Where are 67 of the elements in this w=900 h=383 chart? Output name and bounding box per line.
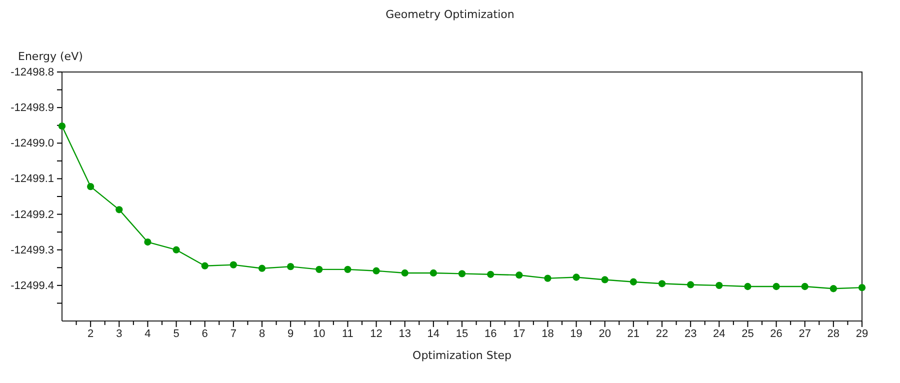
x-tick-label: 16 (484, 328, 497, 340)
x-tick-label: 15 (456, 328, 468, 340)
x-tick-label: 6 (202, 328, 208, 340)
x-tick-label: 21 (627, 328, 640, 340)
x-tick-label: 24 (713, 328, 726, 340)
x-axis-title: Optimization Step (412, 349, 512, 362)
point (316, 266, 323, 273)
point (344, 266, 352, 273)
y-tick-label: -12498.9 (10, 102, 54, 114)
x-tick-label: 10 (313, 328, 326, 340)
point (116, 206, 123, 214)
x-tick-label: 9 (288, 328, 294, 340)
point (772, 282, 780, 290)
point (716, 282, 723, 289)
point (401, 269, 408, 277)
point (430, 269, 437, 277)
x-tick-label: 28 (827, 328, 840, 340)
x-tick-label: 13 (398, 328, 411, 340)
x-tick-label: 23 (684, 328, 697, 340)
x-tick-label: 2 (88, 328, 94, 340)
y-tick-label: -12499.3 (10, 244, 54, 256)
point (601, 276, 608, 284)
chart-title: Geometry Optimization (386, 8, 514, 21)
x-tick-label: 26 (770, 328, 782, 340)
x-tick-label: 12 (370, 328, 382, 340)
point (144, 238, 152, 246)
point (201, 262, 208, 270)
point (858, 284, 866, 292)
y-tick-label: -12499.4 (10, 280, 54, 292)
point (830, 285, 837, 292)
x-tick-label: 5 (173, 328, 180, 340)
point (658, 280, 666, 288)
x-tick-label: 8 (258, 328, 266, 340)
point (258, 264, 266, 272)
point (287, 263, 294, 270)
point (544, 274, 552, 282)
point (372, 267, 380, 274)
y-axis-title: Energy (eV) (18, 50, 83, 63)
point (230, 261, 237, 268)
point (516, 272, 523, 279)
y-tick-label: -12499.0 (10, 138, 54, 150)
x-tick-label: 7 (230, 328, 236, 340)
y-tick-label: -12499.1 (10, 173, 54, 186)
point (172, 246, 180, 254)
x-tick-label: 27 (798, 328, 811, 340)
x-tick-label: 18 (542, 328, 554, 340)
y-tick-label: -12499.2 (10, 208, 54, 221)
point (801, 282, 808, 290)
point (87, 182, 94, 190)
point (58, 122, 66, 130)
y-tick-label: -12498.8 (10, 66, 54, 79)
x-tick-label: 11 (342, 328, 354, 340)
x-tick-label: 14 (427, 328, 440, 340)
x-tick-label: 3 (116, 328, 122, 340)
point (487, 270, 494, 278)
x-tick-label: 19 (570, 328, 582, 340)
point (572, 274, 580, 281)
x-tick-label: 29 (856, 328, 868, 340)
x-tick-label: 17 (513, 328, 526, 340)
x-tick-label: 22 (656, 328, 668, 340)
x-tick-label: 25 (742, 328, 754, 340)
point (687, 281, 694, 288)
point (744, 282, 752, 290)
x-tick-label: 20 (598, 328, 611, 340)
point (630, 278, 637, 286)
point (458, 270, 466, 278)
x-tick-label: 4 (144, 328, 151, 340)
